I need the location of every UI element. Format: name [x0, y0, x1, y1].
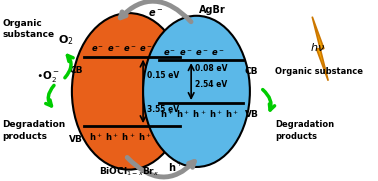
Ellipse shape — [72, 13, 186, 170]
Text: AgBr: AgBr — [199, 5, 226, 15]
Ellipse shape — [143, 16, 250, 167]
Text: VB: VB — [69, 135, 82, 144]
Text: BiOCl$_{1-x}$Br$_x$: BiOCl$_{1-x}$Br$_x$ — [99, 165, 159, 178]
Text: CB: CB — [245, 67, 258, 76]
Text: e$^-$ e$^-$ e$^-$ e$^-$: e$^-$ e$^-$ e$^-$ e$^-$ — [163, 48, 224, 58]
Text: 3.55 eV: 3.55 eV — [147, 105, 179, 114]
Text: $\bullet$O$_2^-$: $\bullet$O$_2^-$ — [36, 69, 60, 84]
Text: 0.08 eV: 0.08 eV — [195, 64, 227, 73]
Text: h$^+$: h$^+$ — [167, 160, 183, 174]
Text: $h\nu$: $h\nu$ — [310, 41, 325, 53]
Text: O$_2$: O$_2$ — [58, 33, 73, 47]
Text: h$^+$ h$^+$ h$^+$ h$^+$: h$^+$ h$^+$ h$^+$ h$^+$ — [89, 131, 152, 143]
Text: Degradation
products: Degradation products — [275, 120, 334, 141]
Text: e$^-$: e$^-$ — [148, 9, 163, 20]
Text: VB: VB — [245, 110, 259, 119]
Text: e$^-$ e$^-$ e$^-$ e$^-$: e$^-$ e$^-$ e$^-$ e$^-$ — [91, 45, 153, 54]
Text: Organic substance: Organic substance — [275, 67, 363, 76]
Polygon shape — [312, 17, 328, 81]
Text: CB: CB — [69, 66, 82, 75]
Text: Degradation
products: Degradation products — [3, 120, 66, 141]
Text: 0.15 eV: 0.15 eV — [147, 71, 179, 80]
Text: h$^+$ h$^+$ h$^+$ h$^+$ h$^+$: h$^+$ h$^+$ h$^+$ h$^+$ h$^+$ — [160, 108, 239, 120]
Text: Organic
substance: Organic substance — [3, 19, 54, 39]
Text: 2.54 eV: 2.54 eV — [195, 80, 227, 89]
